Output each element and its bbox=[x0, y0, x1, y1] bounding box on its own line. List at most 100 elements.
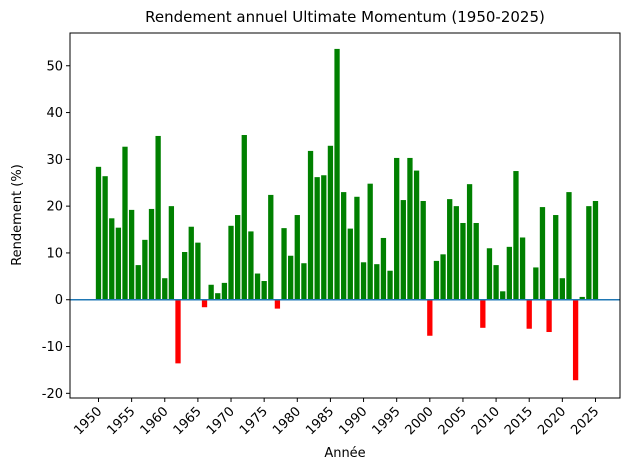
bar-1969 bbox=[221, 282, 228, 300]
bar-2011 bbox=[500, 291, 506, 300]
bar-2009 bbox=[486, 248, 493, 300]
y-axis-title: Rendement (%) bbox=[10, 164, 25, 266]
bar-2012 bbox=[506, 246, 512, 300]
bar-1994 bbox=[387, 270, 393, 300]
bar-1952 bbox=[109, 218, 115, 300]
bar-1984 bbox=[321, 175, 327, 300]
bar-1960 bbox=[162, 278, 168, 300]
bar-1972 bbox=[241, 135, 247, 300]
bar-2016 bbox=[533, 267, 539, 300]
bar-1991 bbox=[367, 183, 373, 300]
x-tick-label: 2025 bbox=[568, 404, 602, 438]
bar-1958 bbox=[148, 208, 155, 300]
bar-2013 bbox=[513, 171, 519, 300]
bar-1980 bbox=[294, 215, 300, 300]
bar-2022 bbox=[572, 299, 579, 381]
bar-1954 bbox=[122, 146, 128, 300]
bar-1970 bbox=[228, 225, 234, 300]
bar-1989 bbox=[354, 196, 360, 300]
x-tick-label: 2020 bbox=[535, 404, 569, 438]
bar-1955 bbox=[128, 209, 135, 300]
bar-1950 bbox=[95, 166, 102, 300]
x-tick-label: 1995 bbox=[370, 404, 404, 438]
bar-1957 bbox=[142, 239, 148, 300]
bar-1981 bbox=[301, 263, 307, 300]
bar-2025 bbox=[592, 200, 599, 300]
x-tick-label: 1990 bbox=[336, 404, 370, 438]
x-tick-label: 1965 bbox=[171, 404, 205, 438]
bar-1966 bbox=[201, 299, 208, 308]
x-tick-label: 1980 bbox=[270, 404, 304, 438]
bar-2018 bbox=[546, 299, 552, 333]
bar-1999 bbox=[420, 200, 426, 300]
bar-1956 bbox=[135, 265, 141, 300]
bar-2010 bbox=[493, 265, 499, 300]
x-tick-label: 1975 bbox=[237, 404, 271, 438]
bar-1976 bbox=[268, 194, 274, 300]
bar-2017 bbox=[539, 207, 546, 300]
bar-2003 bbox=[447, 199, 453, 300]
y-tick-label: 10 bbox=[46, 246, 63, 261]
bar-2008 bbox=[480, 299, 486, 328]
bar-1974 bbox=[254, 273, 261, 300]
bar-2021 bbox=[566, 192, 572, 300]
x-tick-label: 1960 bbox=[138, 404, 172, 438]
x-tick-label: 2005 bbox=[436, 404, 470, 438]
y-tick-label: -20 bbox=[42, 387, 63, 402]
bar-1986 bbox=[334, 48, 340, 300]
x-tick-label: 2015 bbox=[502, 404, 536, 438]
bar-2001 bbox=[433, 260, 440, 300]
bar-2005 bbox=[460, 222, 466, 300]
bar-1993 bbox=[380, 237, 387, 300]
y-tick-label: 50 bbox=[46, 59, 63, 74]
bar-1964 bbox=[188, 226, 194, 300]
bar-1975 bbox=[261, 281, 267, 300]
chart-title: Rendement annuel Ultimate Momentum (1950… bbox=[145, 8, 545, 26]
y-tick-label: 0 bbox=[55, 293, 63, 308]
bar-1997 bbox=[407, 157, 413, 300]
bar-1977 bbox=[274, 299, 281, 309]
bar-2020 bbox=[559, 278, 565, 300]
bar-1985 bbox=[327, 145, 334, 300]
bar-1988 bbox=[347, 228, 353, 300]
bar-2000 bbox=[427, 299, 433, 336]
x-tick-label: 1985 bbox=[303, 404, 337, 438]
bar-1963 bbox=[181, 252, 188, 300]
bar-1973 bbox=[248, 231, 254, 300]
x-axis-title: Année bbox=[324, 446, 365, 461]
bar-1971 bbox=[235, 215, 241, 300]
bar-1983 bbox=[314, 177, 320, 300]
bar-1961 bbox=[168, 206, 175, 300]
bar-2004 bbox=[453, 206, 459, 300]
bar-1979 bbox=[288, 255, 294, 300]
y-tick-label: 30 bbox=[46, 153, 63, 168]
bar-1978 bbox=[281, 228, 287, 300]
bar-1953 bbox=[115, 227, 122, 300]
bar-2014 bbox=[519, 237, 526, 300]
y-tick-label: 20 bbox=[46, 200, 63, 215]
bar-1987 bbox=[341, 192, 347, 300]
plot-frame bbox=[69, 32, 621, 399]
bar-1995 bbox=[394, 157, 400, 300]
bar-2024 bbox=[586, 206, 592, 300]
bar-1951 bbox=[102, 176, 108, 300]
y-tick-label: 40 bbox=[46, 106, 63, 121]
bar-1967 bbox=[208, 284, 214, 300]
bar-1982 bbox=[307, 150, 314, 300]
bar-2023 bbox=[579, 296, 585, 300]
plot-area: -20 -10 0 10 20 30 40 50 1950 1955 1960 1965 1970 197… bbox=[42, 48, 620, 438]
bar-1959 bbox=[155, 135, 161, 300]
y-tick-label: -10 bbox=[42, 340, 63, 355]
bar-1962 bbox=[175, 299, 181, 364]
bar-1968 bbox=[215, 293, 221, 300]
bar-1965 bbox=[195, 242, 201, 300]
bar-2019 bbox=[553, 215, 559, 300]
bar-2002 bbox=[440, 254, 446, 300]
bar-1992 bbox=[374, 264, 380, 300]
x-tick-label: 1950 bbox=[71, 404, 105, 438]
x-tick-label: 1970 bbox=[204, 404, 238, 438]
bar-2007 bbox=[473, 222, 479, 300]
bar-1998 bbox=[413, 170, 420, 300]
bar-2015 bbox=[526, 299, 532, 329]
